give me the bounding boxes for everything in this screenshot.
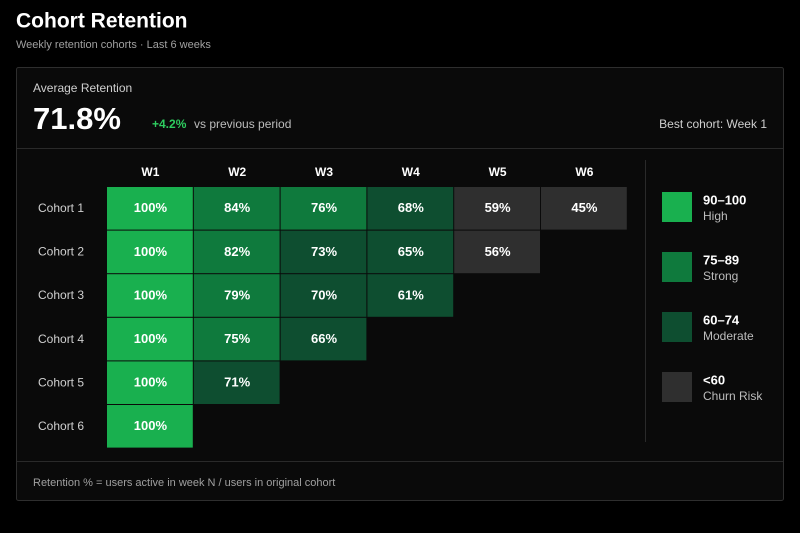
legend-label: High (703, 209, 728, 223)
legend-label: Strong (703, 269, 738, 283)
heatmap-cell (107, 405, 193, 448)
cell-label: 65% (398, 244, 424, 259)
heatmap-cell (280, 274, 367, 317)
cell-label: 73% (311, 244, 337, 259)
row-label: Cohort 2 (38, 245, 84, 259)
legend-swatch (662, 372, 692, 402)
column-label: W6 (575, 165, 593, 179)
heatmap-cell (193, 187, 280, 230)
heatmap-cell (107, 274, 193, 317)
legend-label: Moderate (703, 329, 754, 343)
heatmap-cell (107, 361, 193, 404)
heatmap-cell (367, 230, 454, 274)
cell-label: 84% (224, 200, 250, 215)
cell-label: 100% (134, 331, 168, 346)
cell-label: 70% (311, 287, 337, 302)
row-label: Cohort 4 (38, 332, 84, 346)
heatmap-cell (107, 230, 193, 274)
legend-range: 60–74 (703, 312, 740, 327)
column-label: W1 (141, 165, 159, 179)
kpi-change: +4.2% (152, 117, 187, 131)
heatmap-cell (107, 317, 193, 361)
heatmap-cell (193, 361, 280, 404)
cell-label: 66% (311, 331, 337, 346)
cell-label: 68% (398, 200, 424, 215)
title: Cohort Retention (16, 10, 187, 33)
row-label: Cohort 1 (38, 201, 84, 215)
legend-swatch (662, 192, 692, 222)
cell-label: 100% (134, 244, 168, 259)
kpi-label: Average Retention (33, 81, 132, 95)
heatmap-cell (193, 317, 280, 361)
heatmap-cell (193, 230, 280, 274)
legend-range: 75–89 (703, 252, 739, 267)
heatmap-cell (454, 187, 540, 230)
heatmap-cell (107, 187, 193, 230)
legend-swatch (662, 252, 692, 282)
best-cohort: Best cohort: Week 1 (659, 117, 767, 131)
heatmap-cell (454, 230, 540, 274)
cell-label: 61% (398, 287, 424, 302)
kpi-change-text: vs previous period (194, 117, 291, 131)
cell-label: 79% (224, 287, 250, 302)
legend-label: Churn Risk (703, 389, 763, 403)
heatmap-cell (280, 187, 367, 230)
cell-label: 100% (134, 418, 168, 433)
kpi-value: 71.8% (33, 101, 121, 136)
cell-label: 100% (134, 287, 168, 302)
cell-label: 100% (134, 375, 168, 390)
cell-label: 82% (224, 244, 250, 259)
heatmap-cell (280, 317, 367, 361)
row-label: Cohort 5 (38, 375, 84, 389)
heatmap-cell (367, 274, 454, 317)
column-label: W4 (402, 165, 420, 179)
heatmap-cell (541, 187, 627, 230)
cell-label: 75% (224, 331, 250, 346)
legend-range: <60 (703, 372, 725, 387)
column-label: W3 (315, 165, 333, 179)
heatmap-cell (367, 187, 454, 230)
heatmap-cell (193, 274, 280, 317)
subtitle: Weekly retention cohorts · Last 6 weeks (16, 39, 211, 51)
column-label: W2 (228, 165, 246, 179)
cell-label: 100% (134, 200, 168, 215)
row-label: Cohort 6 (38, 419, 84, 433)
cell-label: 56% (485, 244, 511, 259)
legend-swatch (662, 312, 692, 342)
column-label: W5 (489, 165, 507, 179)
cell-label: 59% (485, 200, 511, 215)
footnote: Retention % = users active in week N / u… (33, 477, 335, 489)
cell-label: 76% (311, 200, 337, 215)
row-label: Cohort 3 (38, 288, 84, 302)
cell-label: 71% (224, 375, 250, 390)
cell-label: 45% (571, 200, 597, 215)
legend-range: 90–100 (703, 192, 746, 207)
heatmap-cell (280, 230, 367, 274)
